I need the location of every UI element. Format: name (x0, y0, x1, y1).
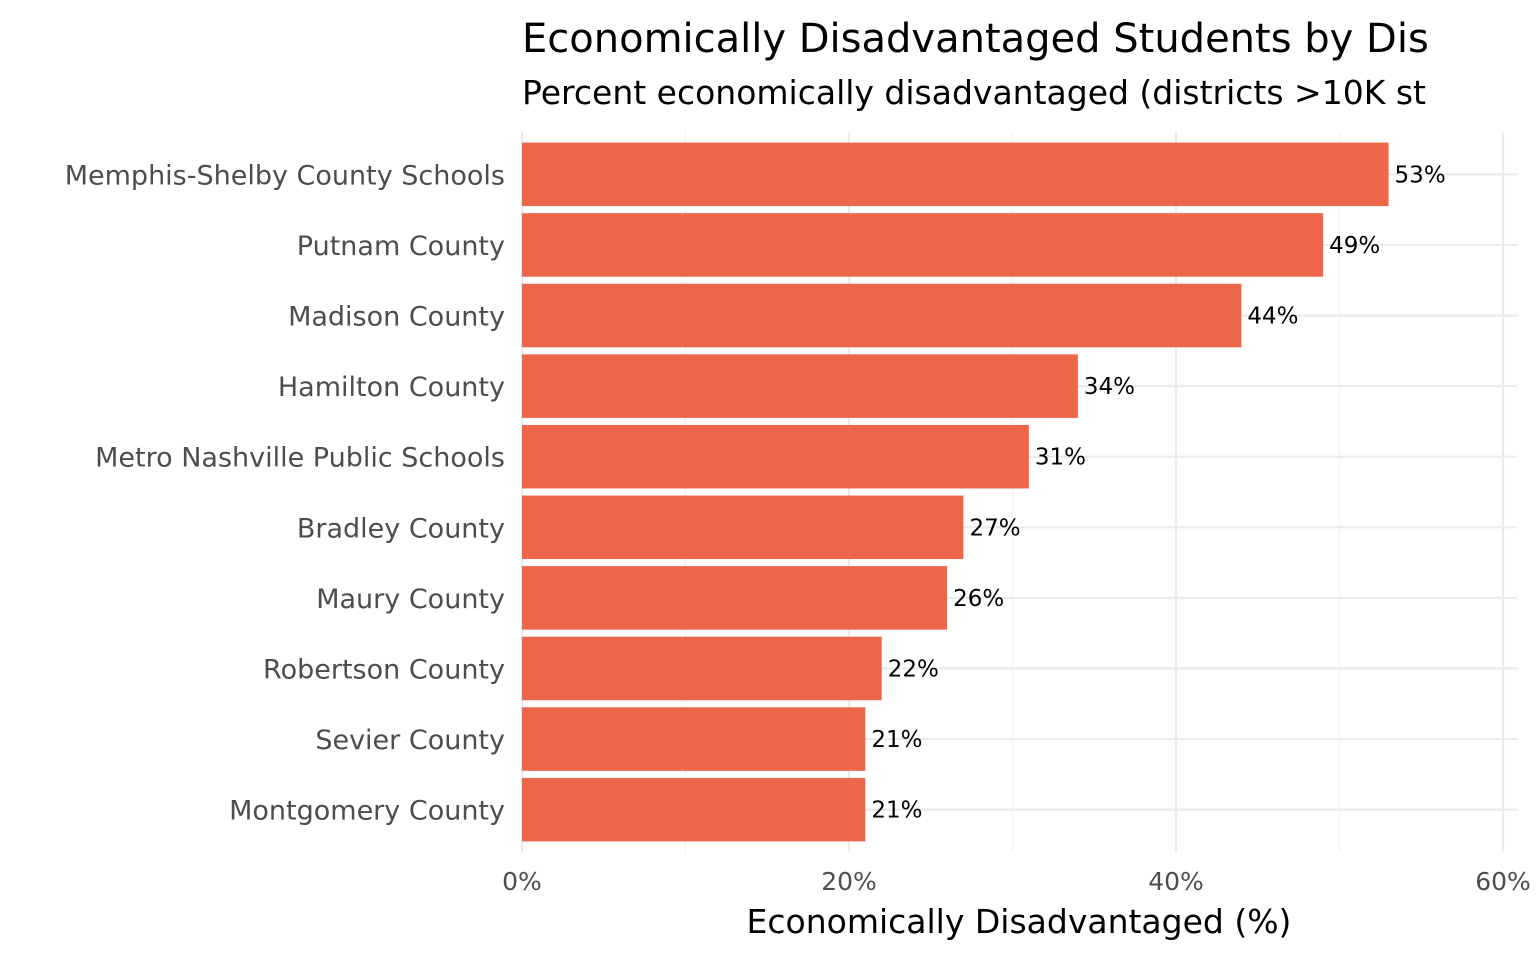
y-axis-label: Bradley County (297, 513, 505, 544)
data-label: 21% (871, 727, 922, 753)
data-label: 22% (888, 656, 939, 682)
data-label: 21% (871, 798, 922, 824)
data-label: 44% (1247, 304, 1298, 330)
y-axis-label: Metro Nashville Public Schools (95, 443, 505, 474)
data-label: 31% (1035, 445, 1086, 471)
x-tick-label: 40% (1148, 867, 1204, 896)
chart-subtitle: Percent economically disadvantaged (dist… (522, 73, 1426, 112)
bar (522, 354, 1078, 418)
bar (522, 777, 866, 842)
bar (522, 142, 1389, 207)
data-label: 49% (1329, 233, 1380, 259)
y-axis-label: Hamilton County (278, 372, 505, 403)
y-axis-label: Maury County (316, 584, 505, 615)
y-axis-labels: Memphis-Shelby County Schools Putnam Coun… (65, 160, 505, 826)
bar (522, 707, 866, 771)
data-label: 53% (1395, 162, 1446, 188)
bar (522, 495, 964, 560)
data-label: 26% (953, 586, 1004, 612)
y-axis-label: Montgomery County (229, 796, 505, 827)
bar (522, 283, 1242, 348)
x-axis-ticks: 0% 20% 40% 60% (502, 867, 1531, 896)
bar (522, 424, 1029, 489)
y-axis-label: Sevier County (315, 725, 505, 756)
bar (522, 566, 948, 630)
x-axis-title: Economically Disadvantaged (%) (747, 902, 1292, 941)
x-tick-label: 20% (821, 867, 877, 896)
y-axis-label: Memphis-Shelby County Schools (65, 160, 505, 191)
y-axis-label: Robertson County (263, 654, 505, 685)
x-tick-label: 60% (1475, 867, 1531, 896)
y-axis-label: Madison County (288, 302, 505, 333)
bar (522, 213, 1324, 277)
data-label: 27% (969, 515, 1020, 541)
bar (522, 636, 882, 701)
x-tick-label: 0% (502, 867, 542, 896)
bars: 53% 49% 44% 34% 31% 27% 26% 22% 21% 21% (522, 142, 1446, 842)
y-axis-label: Putnam County (297, 231, 505, 262)
chart-title: Economically Disadvantaged Students by D… (522, 16, 1429, 62)
data-label: 34% (1084, 374, 1135, 400)
